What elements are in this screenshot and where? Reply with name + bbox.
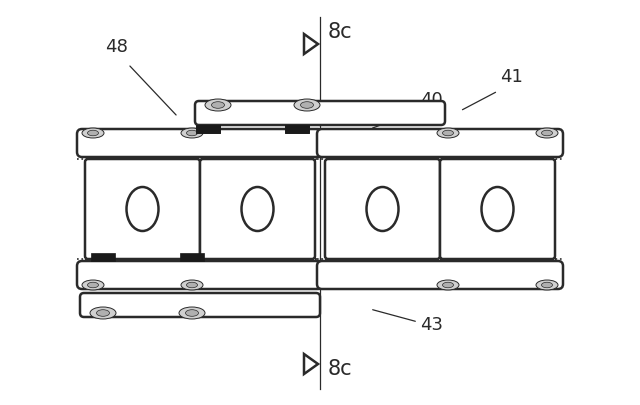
FancyBboxPatch shape <box>85 160 200 259</box>
Ellipse shape <box>541 131 552 136</box>
Bar <box>285 126 309 134</box>
Polygon shape <box>304 354 318 374</box>
Ellipse shape <box>367 188 399 231</box>
Ellipse shape <box>181 129 203 139</box>
Ellipse shape <box>294 100 320 112</box>
Ellipse shape <box>127 188 159 231</box>
Ellipse shape <box>186 283 198 288</box>
Ellipse shape <box>437 129 459 139</box>
FancyBboxPatch shape <box>317 261 563 289</box>
FancyBboxPatch shape <box>200 160 315 259</box>
FancyBboxPatch shape <box>80 293 320 317</box>
Ellipse shape <box>442 131 454 136</box>
Ellipse shape <box>536 129 558 139</box>
Ellipse shape <box>82 280 104 290</box>
Ellipse shape <box>88 131 99 136</box>
Ellipse shape <box>536 280 558 290</box>
Ellipse shape <box>90 307 116 319</box>
Text: 48: 48 <box>105 38 128 56</box>
Ellipse shape <box>211 102 225 109</box>
Text: 41: 41 <box>500 68 523 86</box>
Ellipse shape <box>301 102 314 109</box>
Ellipse shape <box>186 310 198 317</box>
Bar <box>196 126 220 134</box>
Bar <box>196 126 220 134</box>
Text: 43: 43 <box>420 315 443 333</box>
Ellipse shape <box>481 188 513 231</box>
Polygon shape <box>304 35 318 55</box>
Text: 8c: 8c <box>328 22 353 42</box>
Ellipse shape <box>541 283 552 288</box>
Ellipse shape <box>88 283 99 288</box>
Text: 40: 40 <box>420 91 443 109</box>
Ellipse shape <box>181 280 203 290</box>
Ellipse shape <box>205 100 231 112</box>
FancyBboxPatch shape <box>440 160 555 259</box>
FancyBboxPatch shape <box>77 261 323 289</box>
Ellipse shape <box>97 310 109 317</box>
Ellipse shape <box>442 283 454 288</box>
FancyBboxPatch shape <box>77 130 323 158</box>
Text: 8c: 8c <box>328 358 353 378</box>
Ellipse shape <box>241 188 273 231</box>
FancyBboxPatch shape <box>325 160 440 259</box>
Ellipse shape <box>179 307 205 319</box>
Ellipse shape <box>186 131 198 136</box>
Ellipse shape <box>437 280 459 290</box>
FancyBboxPatch shape <box>195 102 445 126</box>
Bar <box>285 126 309 134</box>
Bar <box>91 254 115 261</box>
Ellipse shape <box>82 129 104 139</box>
FancyBboxPatch shape <box>317 130 563 158</box>
Bar <box>180 254 204 261</box>
